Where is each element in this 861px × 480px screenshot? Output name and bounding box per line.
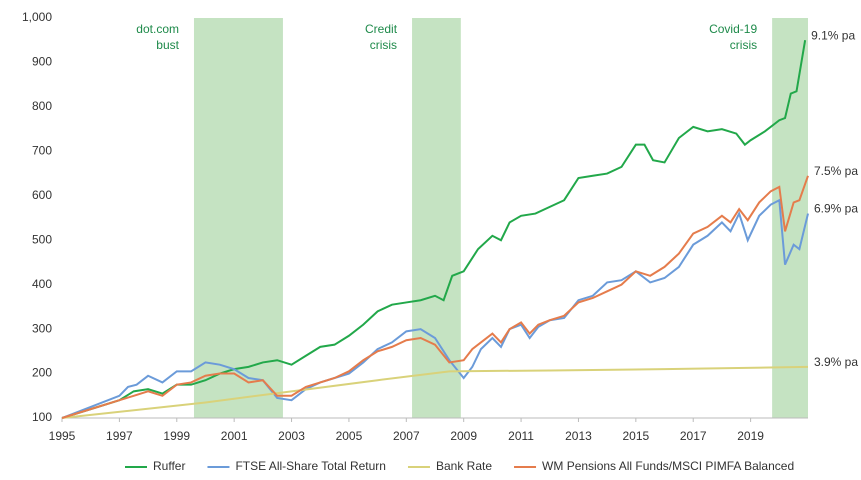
end-label: 6.9% pa [814, 202, 858, 216]
legend-label: WM Pensions All Funds/MSCI PIMFA Balance… [542, 459, 794, 473]
y-tick-label: 400 [32, 277, 52, 291]
x-tick-label: 2015 [622, 429, 649, 443]
x-tick-label: 2013 [565, 429, 592, 443]
x-tick-label: 1995 [49, 429, 76, 443]
shaded-period [772, 18, 808, 418]
x-tick-label: 1999 [163, 429, 190, 443]
end-label: 3.9% pa [814, 355, 858, 369]
y-tick-label: 500 [32, 232, 52, 246]
y-tick-label: 300 [32, 321, 52, 335]
period-label: dot.com [136, 22, 179, 36]
series-line [61, 365, 809, 419]
x-tick-label: 1997 [106, 429, 133, 443]
end-label: 7.5% pa [814, 164, 858, 178]
y-tick-label: 900 [32, 55, 52, 69]
y-tick-label: 700 [32, 144, 52, 158]
x-tick-label: 2019 [737, 429, 764, 443]
series-line [61, 40, 807, 419]
y-tick-label: 200 [32, 366, 52, 380]
shaded-period [412, 18, 461, 418]
legend-label: FTSE All-Share Total Return [235, 459, 386, 473]
x-tick-label: 2003 [278, 429, 305, 443]
y-tick-label: 800 [32, 99, 52, 113]
y-tick-label: 600 [32, 188, 52, 202]
period-label: bust [156, 38, 179, 52]
y-tick-label: 100 [32, 410, 52, 424]
x-tick-label: 2007 [393, 429, 420, 443]
legend-label: Bank Rate [436, 459, 492, 473]
period-label: crisis [730, 38, 757, 52]
period-label: crisis [370, 38, 397, 52]
series-line [61, 175, 809, 419]
x-tick-label: 2001 [221, 429, 248, 443]
period-label: Covid-19 [709, 22, 757, 36]
end-label: 9.1% pa [811, 28, 855, 42]
y-tick-label: 1,000 [22, 10, 52, 24]
legend-label: Ruffer [153, 459, 185, 473]
x-tick-label: 2005 [336, 429, 363, 443]
period-label: Credit [365, 22, 398, 36]
series-line [61, 198, 809, 419]
shaded-period [193, 18, 283, 418]
x-tick-label: 2011 [508, 429, 534, 443]
x-tick-label: 2009 [450, 429, 477, 443]
x-tick-label: 2017 [680, 429, 707, 443]
